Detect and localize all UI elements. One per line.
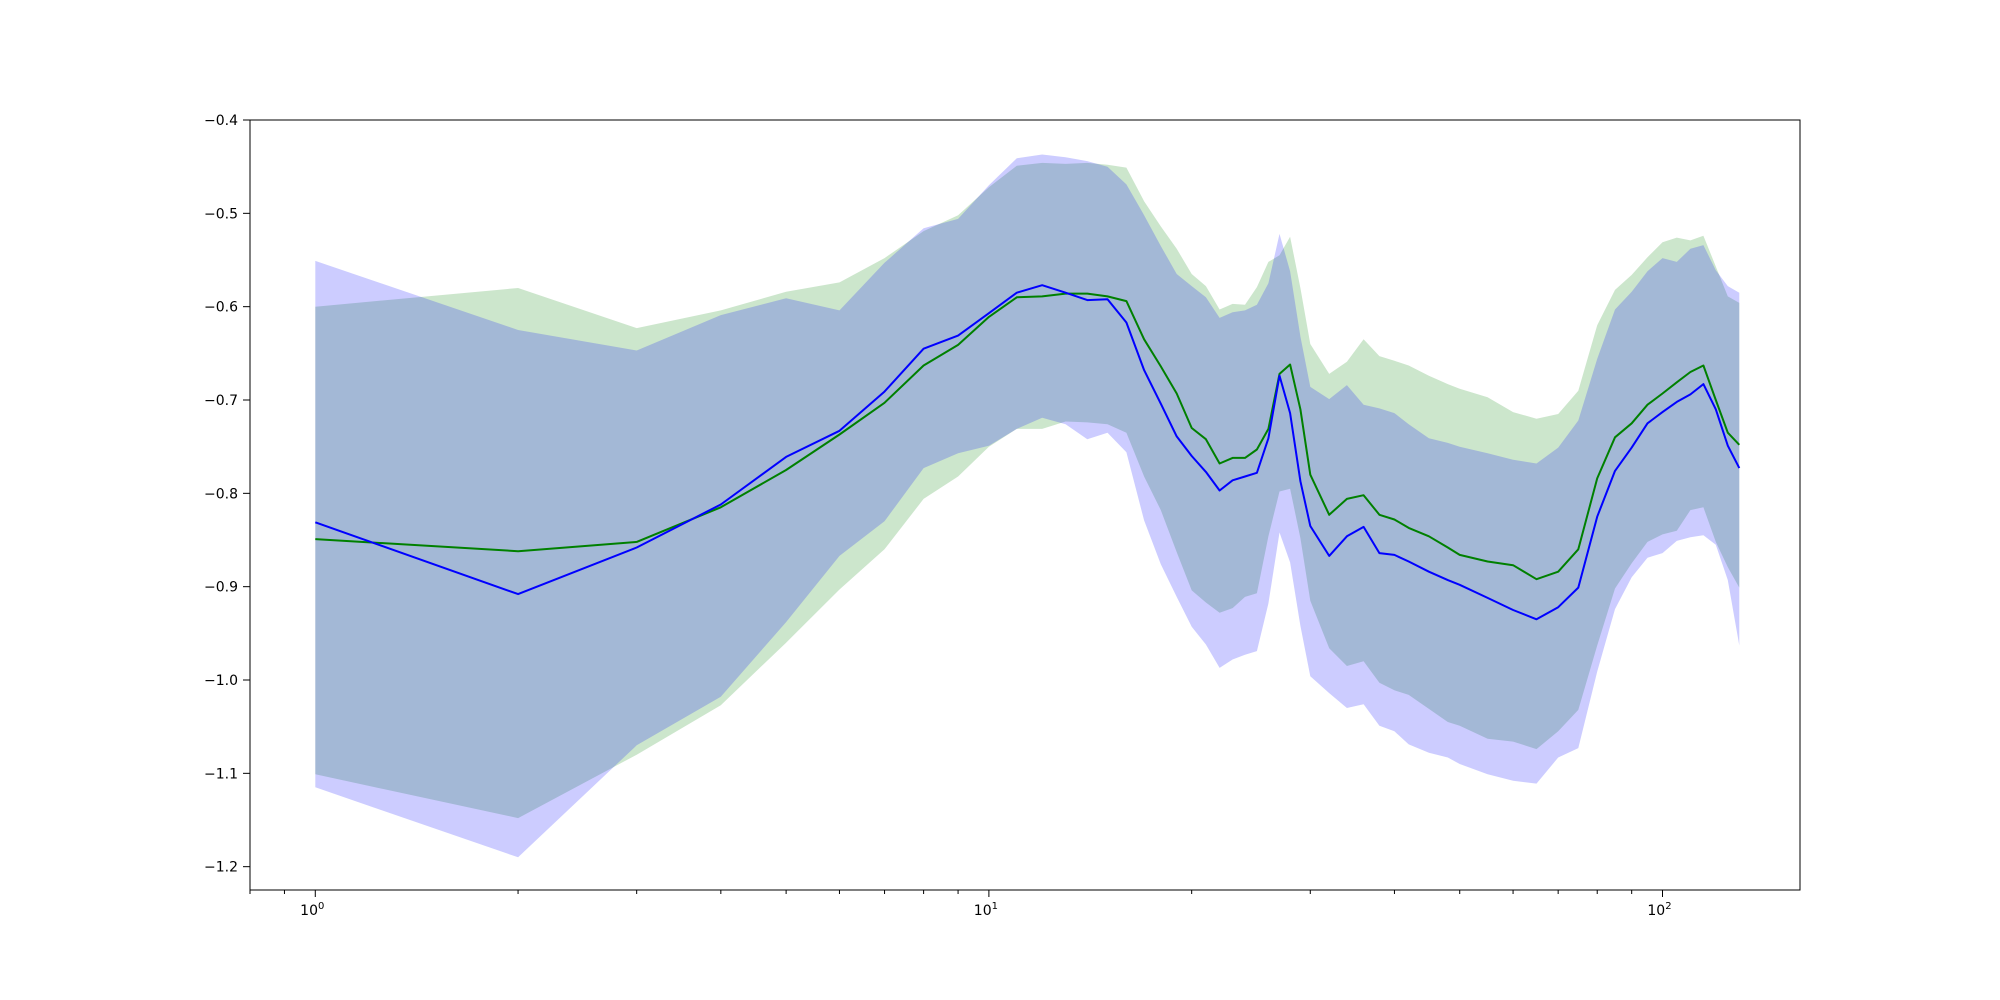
series-lines	[314, 284, 1741, 621]
y-tick-label: −0.9	[204, 580, 238, 596]
x-tick-label: 101	[974, 901, 998, 919]
y-tick-label: −1.0	[204, 673, 238, 689]
y-tick-label: −1.2	[204, 860, 238, 876]
series-1-band	[315, 162, 1740, 819]
y-tick-label: −0.8	[204, 486, 238, 502]
y-tick-label: −0.6	[204, 300, 238, 316]
confidence-bands	[315, 154, 1740, 858]
y-tick-label: −0.5	[204, 206, 238, 222]
plot-area-frame	[249, 119, 1801, 891]
x-tick-label: 102	[1647, 901, 1671, 919]
y-tick-label: −0.4	[204, 113, 238, 129]
series-2-band	[315, 154, 1740, 858]
x-tick-label: 100	[300, 901, 324, 919]
series-1-line	[315, 292, 1741, 581]
x-axis: 100 101 102	[249, 890, 1672, 919]
y-tick-label: −0.7	[204, 393, 238, 409]
series-2-line	[314, 284, 1741, 621]
y-tick-label: −1.1	[204, 766, 238, 782]
y-axis: −0.4 −0.5 −0.6 −0.7 −0.8 −0.9 −1.0 −1.1 −1.2	[204, 113, 250, 876]
